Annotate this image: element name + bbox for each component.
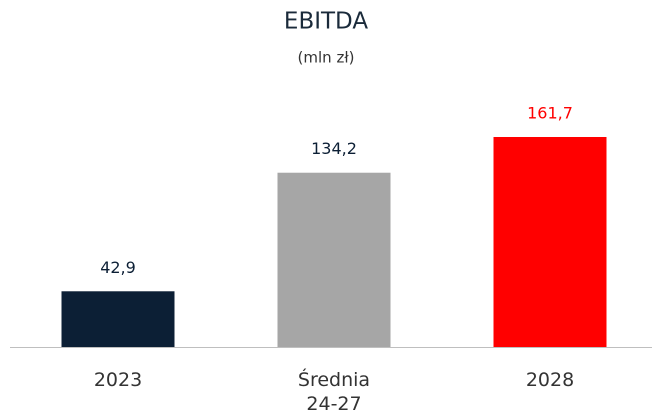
value-label: 161,7 bbox=[527, 104, 573, 123]
bar bbox=[277, 172, 391, 347]
bar bbox=[493, 137, 607, 347]
bar bbox=[61, 291, 175, 347]
value-label: 42,9 bbox=[100, 258, 136, 277]
chart-subtitle: (mln zł) bbox=[298, 49, 355, 67]
x-tick-label: Średnia 24-27 bbox=[297, 369, 371, 413]
x-tick-label: 2028 bbox=[525, 369, 575, 391]
x-tick-label: 2023 bbox=[93, 369, 143, 391]
chart-title: EBITDA bbox=[284, 9, 368, 35]
value-label: 134,2 bbox=[311, 139, 357, 158]
